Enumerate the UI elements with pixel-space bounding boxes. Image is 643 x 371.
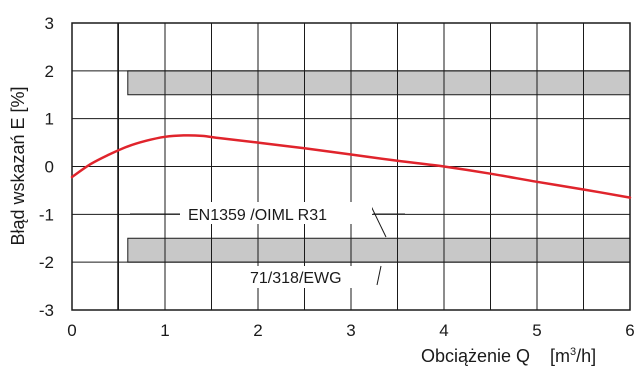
series-line-1 <box>70 134 632 199</box>
y-tick-label: 1 <box>45 110 54 129</box>
annotation-pointer <box>376 265 382 286</box>
y-tick-label: 0 <box>45 158 54 177</box>
series-group <box>70 134 632 199</box>
y-tick-label: 3 <box>45 14 54 33</box>
x-axis-title: Obciążenie Q <box>421 346 530 366</box>
x-tick-labels: 0 1 2 3 4 5 6 <box>67 321 634 340</box>
y-tick-label: -3 <box>39 301 54 320</box>
x-tick-label: 5 <box>532 321 541 340</box>
y-tick-label: -2 <box>39 253 54 272</box>
plot-frame <box>71 22 631 311</box>
annotation-2-bg <box>245 266 363 288</box>
annotation-connector <box>370 205 387 238</box>
x-tick-label: 2 <box>253 321 262 340</box>
y-axis-title: Błąd wskazań E [%] <box>8 86 28 245</box>
tolerance-band-1 <box>127 70 631 96</box>
annotation-71-318-ewg: 71/318/EWG <box>250 270 342 287</box>
x-tick-label: 3 <box>346 321 355 340</box>
x-tick-label: 1 <box>160 321 169 340</box>
x-tick-label: 4 <box>439 321 448 340</box>
tolerance-band-2 <box>127 237 631 263</box>
annotation-leaders <box>130 205 405 286</box>
y-tick-labels: 3 2 1 0 -1 -2 -3 <box>39 14 54 320</box>
x-axis-unit: [m3/h] <box>550 346 596 366</box>
x-tick-label: 6 <box>625 321 634 340</box>
annotation-1-bg <box>180 202 372 224</box>
annotation-en1359: EN1359 /OIML R31 <box>188 207 327 224</box>
y-tick-label: -1 <box>39 205 54 224</box>
y-tick-label: 2 <box>45 62 54 81</box>
x-tick-label: 0 <box>67 321 76 340</box>
